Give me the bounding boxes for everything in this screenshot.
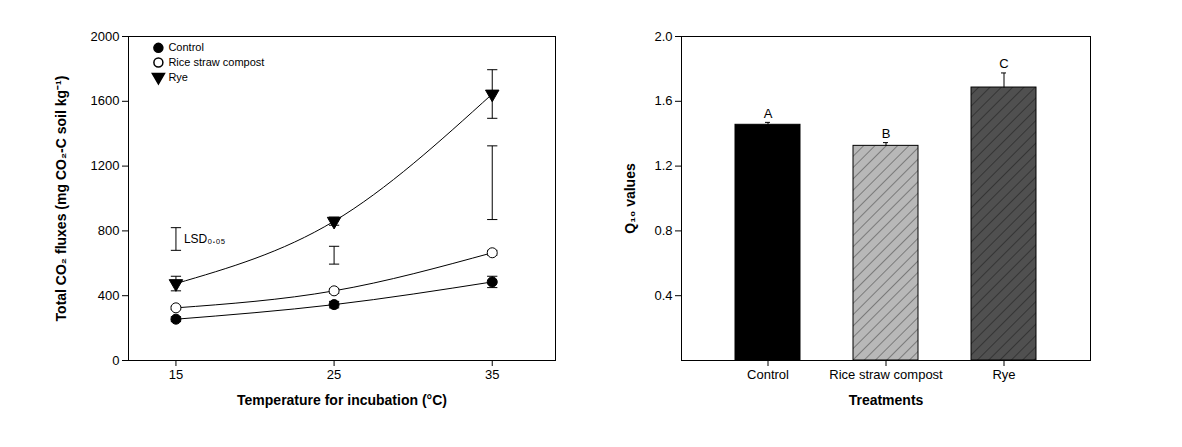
svg-text:Rice straw compost: Rice straw compost xyxy=(829,367,943,382)
svg-text:Temperature for incubation (°C: Temperature for incubation (°C) xyxy=(237,392,447,408)
svg-text:A: A xyxy=(764,106,773,121)
svg-text:0.8: 0.8 xyxy=(654,223,672,238)
svg-text:1600: 1600 xyxy=(91,93,120,108)
svg-text:Total CO₂ fluxes (mg CO₂-C soi: Total CO₂ fluxes (mg CO₂-C soil kg⁻¹) xyxy=(53,76,69,322)
svg-text:1.2: 1.2 xyxy=(654,158,672,173)
svg-text:C: C xyxy=(999,56,1008,71)
svg-text:Control: Control xyxy=(168,41,203,53)
svg-text:Q₁₀ values: Q₁₀ values xyxy=(622,163,638,234)
svg-text:1.6: 1.6 xyxy=(654,93,672,108)
svg-text:400: 400 xyxy=(98,288,120,303)
svg-text:Rice straw compost: Rice straw compost xyxy=(168,56,264,68)
svg-text:2.0: 2.0 xyxy=(654,29,672,44)
svg-text:35: 35 xyxy=(485,367,499,382)
svg-text:25: 25 xyxy=(327,367,341,382)
svg-text:Rye: Rye xyxy=(992,367,1015,382)
svg-text:LSD₀.₀₅: LSD₀.₀₅ xyxy=(184,232,226,246)
svg-text:Rye: Rye xyxy=(168,71,188,83)
svg-text:0: 0 xyxy=(112,353,119,368)
svg-text:1200: 1200 xyxy=(91,158,120,173)
svg-text:0.4: 0.4 xyxy=(654,288,672,303)
svg-text:B: B xyxy=(882,126,891,141)
svg-text:800: 800 xyxy=(98,223,120,238)
svg-text:Control: Control xyxy=(747,367,789,382)
svg-text:Treatments: Treatments xyxy=(849,392,924,408)
svg-text:15: 15 xyxy=(169,367,183,382)
svg-text:2000: 2000 xyxy=(91,29,120,44)
